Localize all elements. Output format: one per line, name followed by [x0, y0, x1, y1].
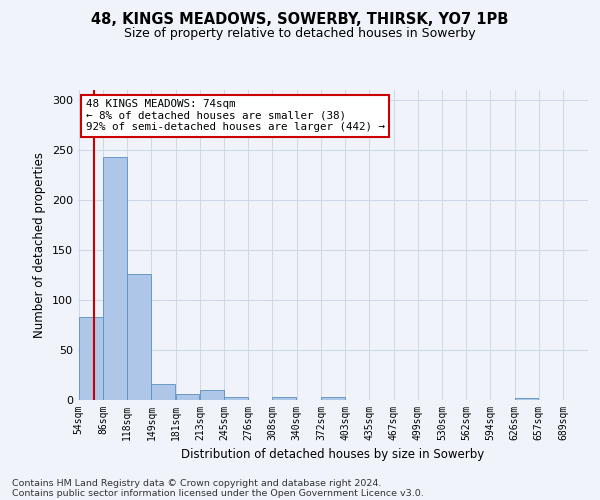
Bar: [224, 397, 248, 400]
Bar: [321, 397, 345, 400]
Text: Size of property relative to detached houses in Sowerby: Size of property relative to detached ho…: [124, 28, 476, 40]
Bar: [151, 384, 175, 400]
Bar: [79, 317, 103, 400]
Text: 48 KINGS MEADOWS: 74sqm
← 8% of detached houses are smaller (38)
92% of semi-det: 48 KINGS MEADOWS: 74sqm ← 8% of detached…: [86, 100, 385, 132]
Text: Contains HM Land Registry data © Crown copyright and database right 2024.: Contains HM Land Registry data © Crown c…: [12, 478, 382, 488]
Bar: [200, 390, 224, 400]
Bar: [176, 394, 199, 400]
Bar: [127, 274, 151, 400]
Text: 48, KINGS MEADOWS, SOWERBY, THIRSK, YO7 1PB: 48, KINGS MEADOWS, SOWERBY, THIRSK, YO7 …: [91, 12, 509, 28]
Y-axis label: Number of detached properties: Number of detached properties: [34, 152, 46, 338]
Bar: [103, 157, 127, 400]
Bar: [272, 397, 296, 400]
X-axis label: Distribution of detached houses by size in Sowerby: Distribution of detached houses by size …: [181, 448, 485, 462]
Bar: [515, 398, 538, 400]
Text: Contains public sector information licensed under the Open Government Licence v3: Contains public sector information licen…: [12, 488, 424, 498]
